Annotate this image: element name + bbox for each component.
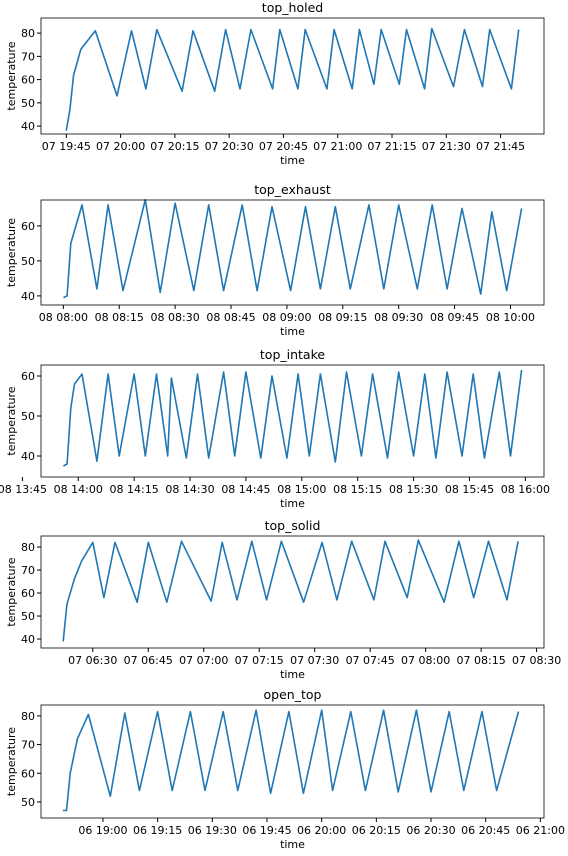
x-tick-label: 06 20:30 — [406, 824, 455, 837]
x-tick-label: 08 16:00 — [501, 483, 550, 496]
plot-frame — [40, 364, 545, 478]
data-line — [62, 709, 520, 812]
y-axis-label: temperature — [5, 727, 18, 796]
x-tick-label: 07 07:00 — [179, 654, 228, 667]
y-tick-label: 40 — [21, 633, 35, 646]
x-tick-label: 08 15:00 — [277, 483, 326, 496]
y-tick-label: 50 — [21, 610, 35, 623]
x-tick-label: 06 21:00 — [516, 824, 565, 837]
x-tick-label: 07 06:30 — [68, 654, 117, 667]
plot-frame — [40, 535, 545, 649]
chart-title: top_exhaust — [254, 182, 331, 197]
y-axis-label: temperature — [5, 218, 18, 287]
x-tick-label: 08 15:30 — [389, 483, 438, 496]
x-tick-label: 06 19:15 — [133, 824, 182, 837]
x-tick-label: 07 08:30 — [512, 654, 561, 667]
x-tick-label: 08 14:30 — [165, 483, 214, 496]
x-tick-label: 06 20:00 — [297, 824, 346, 837]
x-tick-label: 06 19:30 — [188, 824, 237, 837]
y-tick-label: 50 — [21, 796, 35, 809]
x-tick-label: 08 09:00 — [262, 311, 311, 324]
y-tick-label: 50 — [21, 255, 35, 268]
x-tick-label: 08 08:00 — [39, 311, 88, 324]
y-tick-label: 50 — [21, 97, 35, 110]
x-axis-label: time — [280, 497, 305, 510]
y-tick-label: 50 — [21, 410, 35, 423]
x-tick-label: 06 20:15 — [352, 824, 401, 837]
x-tick-label: 08 15:45 — [445, 483, 494, 496]
x-tick-label: 07 19:45 — [42, 140, 91, 153]
y-tick-label: 80 — [21, 710, 35, 723]
x-tick-label: 06 20:45 — [461, 824, 510, 837]
y-axis-label: temperature — [5, 557, 18, 626]
data-line — [63, 369, 523, 467]
chart-title: top_solid — [265, 518, 321, 533]
y-tick-label: 60 — [21, 220, 35, 233]
data-line — [62, 539, 519, 642]
y-tick-label: 80 — [21, 27, 35, 40]
y-axis-label: temperature — [5, 386, 18, 455]
chart-title: top_intake — [260, 347, 325, 362]
y-tick-label: 80 — [21, 541, 35, 554]
plot-frame — [40, 17, 545, 135]
y-tick-label: 60 — [21, 370, 35, 383]
x-axis-label: time — [280, 668, 305, 681]
x-tick-label: 07 08:15 — [457, 654, 506, 667]
x-tick-label: 08 14:15 — [110, 483, 159, 496]
y-tick-label: 70 — [21, 739, 35, 752]
x-tick-label: 08 14:45 — [221, 483, 270, 496]
chart-title: open_top — [264, 687, 322, 702]
x-tick-label: 08 09:45 — [430, 311, 479, 324]
x-tick-label: 08 08:30 — [151, 311, 200, 324]
x-tick-label: 07 20:30 — [205, 140, 254, 153]
y-axis-label: temperature — [5, 41, 18, 110]
x-tick-label: 08 10:00 — [486, 311, 535, 324]
chart-title: top_holed — [262, 0, 323, 15]
x-tick-label: 08 08:15 — [95, 311, 144, 324]
x-tick-label: 07 08:00 — [401, 654, 450, 667]
y-tick-label: 70 — [21, 564, 35, 577]
x-axis-label: time — [280, 325, 305, 338]
x-tick-label: 06 19:45 — [242, 824, 291, 837]
y-tick-label: 60 — [21, 74, 35, 87]
y-tick-label: 60 — [21, 767, 35, 780]
x-tick-label: 08 14:00 — [54, 483, 103, 496]
y-tick-label: 40 — [21, 120, 35, 133]
x-tick-label: 07 21:15 — [367, 140, 416, 153]
y-tick-label: 40 — [21, 290, 35, 303]
x-tick-label: 08 13:45 — [0, 483, 47, 496]
x-axis-label: time — [280, 838, 305, 851]
plot-frame — [40, 704, 545, 819]
x-tick-label: 06 19:00 — [78, 824, 127, 837]
x-tick-label: 07 21:45 — [476, 140, 525, 153]
x-tick-label: 07 07:15 — [235, 654, 284, 667]
x-tick-label: 07 21:30 — [422, 140, 471, 153]
x-tick-label: 07 20:45 — [259, 140, 308, 153]
data-line — [65, 27, 520, 131]
plot-frame — [40, 199, 545, 306]
x-tick-label: 07 07:30 — [290, 654, 339, 667]
x-tick-label: 07 07:45 — [346, 654, 395, 667]
y-tick-label: 70 — [21, 50, 35, 63]
y-tick-label: 40 — [21, 450, 35, 463]
data-line — [63, 198, 523, 299]
x-tick-label: 07 20:15 — [150, 140, 199, 153]
x-tick-label: 07 20:00 — [96, 140, 145, 153]
y-tick-label: 60 — [21, 587, 35, 600]
x-tick-label: 08 09:30 — [374, 311, 423, 324]
x-tick-label: 07 21:00 — [313, 140, 362, 153]
x-tick-label: 08 09:15 — [318, 311, 367, 324]
x-tick-label: 08 15:15 — [333, 483, 382, 496]
x-tick-label: 08 08:45 — [206, 311, 255, 324]
x-axis-label: time — [280, 154, 305, 167]
x-tick-label: 07 06:45 — [124, 654, 173, 667]
